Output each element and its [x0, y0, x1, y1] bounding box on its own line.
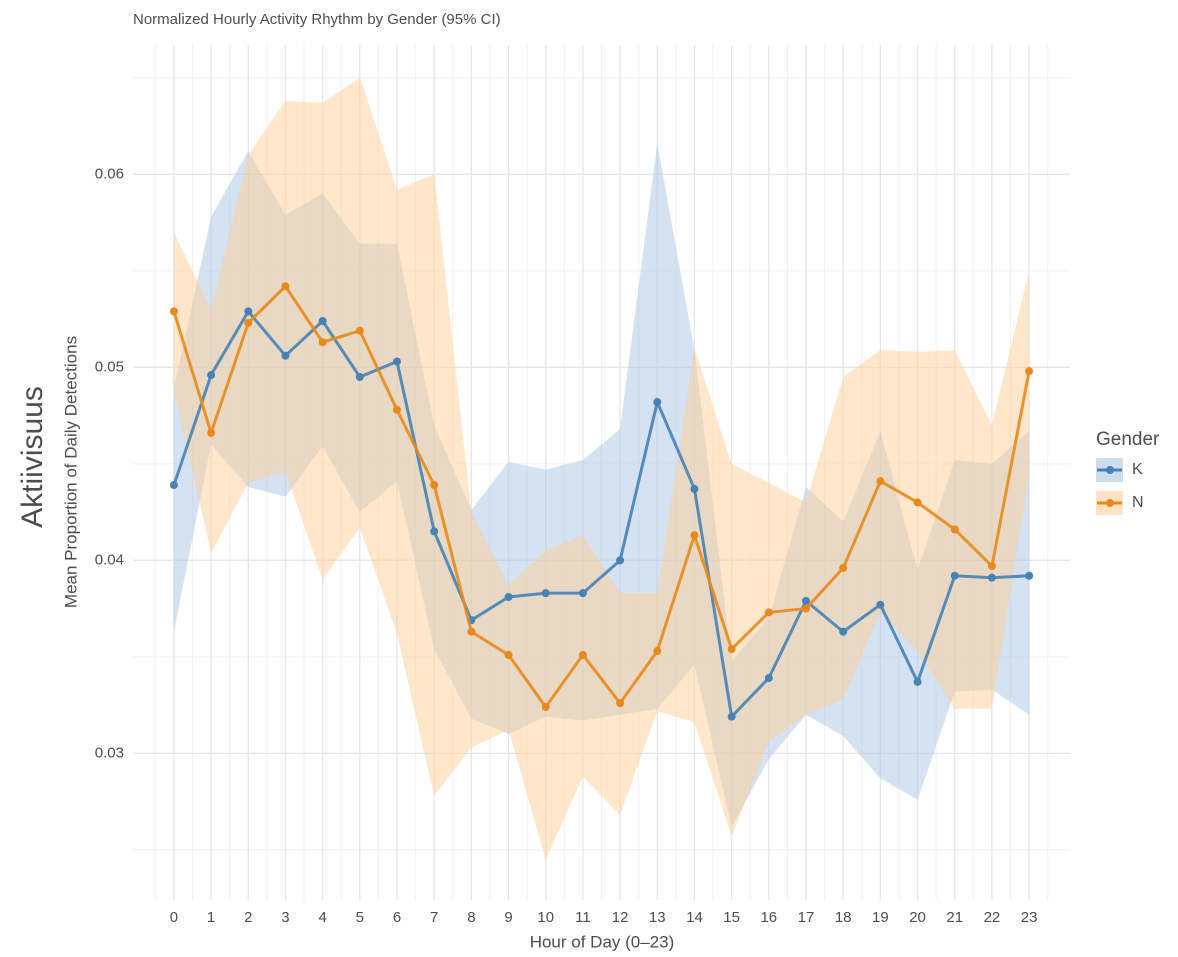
point	[653, 398, 662, 407]
point	[876, 477, 885, 486]
point	[207, 371, 216, 380]
ci-band	[173, 77, 1030, 860]
x-tick-label: 6	[393, 909, 401, 926]
x-axis-title: Hour of Day (0–23)	[530, 932, 675, 951]
point	[169, 307, 178, 316]
point	[504, 650, 513, 659]
legend-point	[1106, 499, 1114, 507]
point	[950, 525, 959, 534]
point	[802, 596, 811, 605]
x-tick-label: 9	[504, 909, 512, 926]
legend-label: K	[1132, 461, 1143, 478]
legend-label: N	[1132, 494, 1144, 511]
x-tick-label: 8	[467, 909, 475, 926]
point	[207, 428, 216, 437]
point	[764, 608, 773, 617]
point	[913, 677, 922, 686]
x-tick-label: 16	[760, 909, 777, 926]
x-tick-label: 13	[649, 909, 666, 926]
x-tick-label: 2	[244, 909, 252, 926]
point	[541, 589, 550, 598]
point	[690, 484, 699, 493]
point	[578, 650, 587, 659]
line	[172, 308, 1030, 720]
point	[467, 627, 476, 636]
x-tick-label: 21	[946, 909, 963, 926]
x-tick-label: 10	[537, 909, 554, 926]
chart-title: Normalized Hourly Activity Rhythm by Gen…	[133, 11, 501, 28]
x-tick-label: 12	[612, 909, 629, 926]
point	[653, 647, 662, 656]
point	[839, 627, 848, 636]
point	[1025, 571, 1034, 580]
x-tick-label: 1	[207, 909, 215, 926]
side-label: Aktiivisuus	[16, 386, 49, 528]
x-tick-label: 17	[798, 909, 815, 926]
point	[392, 405, 401, 414]
point	[281, 351, 290, 360]
y-tick-label: 0.05	[95, 358, 124, 375]
y-tick-label: 0.04	[95, 551, 124, 568]
x-tick-label: 3	[281, 909, 289, 926]
x-tick-label: 11	[575, 909, 591, 926]
point	[430, 481, 439, 490]
x-tick-label: 15	[723, 909, 740, 926]
x-tick-label: 14	[686, 909, 703, 926]
point	[578, 589, 587, 598]
point	[616, 699, 625, 708]
x-tick-label: 0	[170, 909, 178, 926]
point	[987, 573, 996, 582]
x-tick-label: 4	[318, 909, 326, 926]
legend-point	[1106, 466, 1114, 474]
point	[802, 604, 811, 613]
point	[690, 531, 699, 540]
point	[950, 571, 959, 580]
x-tick-label: 19	[872, 909, 889, 926]
point	[504, 592, 513, 601]
point	[169, 481, 178, 490]
x-tick-label: 18	[835, 909, 852, 926]
x-tick-label: 5	[356, 909, 364, 926]
point	[876, 600, 885, 609]
point	[1025, 367, 1034, 376]
point	[764, 674, 773, 683]
x-tick-label: 7	[430, 909, 438, 926]
line	[172, 283, 1031, 710]
point	[318, 338, 327, 347]
x-tick-label: 23	[1021, 909, 1038, 926]
x-tick-label: 20	[909, 909, 926, 926]
point	[244, 318, 253, 327]
y-axis-title: Mean Proportion of Daily Detections	[61, 336, 80, 608]
point	[727, 712, 736, 721]
point	[839, 564, 848, 573]
x-tick-label: 22	[984, 909, 1001, 926]
point	[392, 357, 401, 366]
point	[281, 282, 290, 291]
point	[318, 316, 327, 325]
point	[541, 702, 550, 711]
point	[616, 556, 625, 565]
point	[987, 562, 996, 571]
point	[355, 372, 364, 381]
legend-title: Gender	[1096, 429, 1160, 450]
point	[430, 527, 439, 536]
point	[727, 645, 736, 654]
point	[355, 326, 364, 335]
y-tick-label: 0.03	[95, 744, 124, 761]
y-tick-label: 0.06	[95, 165, 124, 182]
point	[913, 498, 922, 507]
point	[244, 307, 253, 316]
